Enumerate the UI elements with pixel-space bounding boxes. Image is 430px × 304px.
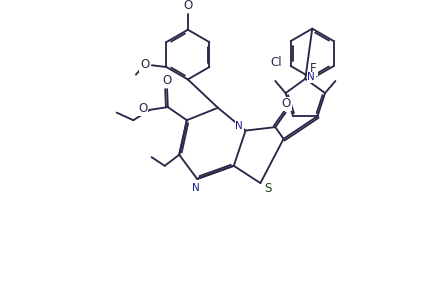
- Text: O: O: [138, 102, 147, 115]
- Text: O: O: [183, 0, 192, 12]
- Text: O: O: [162, 74, 172, 87]
- Text: S: S: [264, 182, 271, 195]
- Text: F: F: [310, 62, 316, 75]
- Text: O: O: [140, 58, 149, 71]
- Text: N: N: [235, 121, 243, 131]
- Text: Cl: Cl: [270, 56, 281, 69]
- Text: O: O: [281, 98, 290, 110]
- Text: N: N: [192, 183, 200, 192]
- Text: N: N: [307, 72, 314, 82]
